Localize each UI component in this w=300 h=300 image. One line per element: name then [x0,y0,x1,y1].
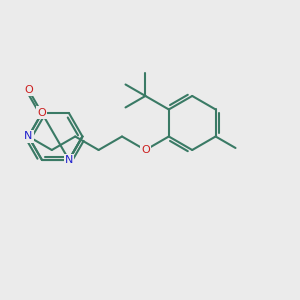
Text: N: N [24,131,33,142]
Text: O: O [38,107,46,118]
Text: N: N [65,155,73,165]
Text: O: O [24,85,33,95]
Text: O: O [141,145,150,155]
